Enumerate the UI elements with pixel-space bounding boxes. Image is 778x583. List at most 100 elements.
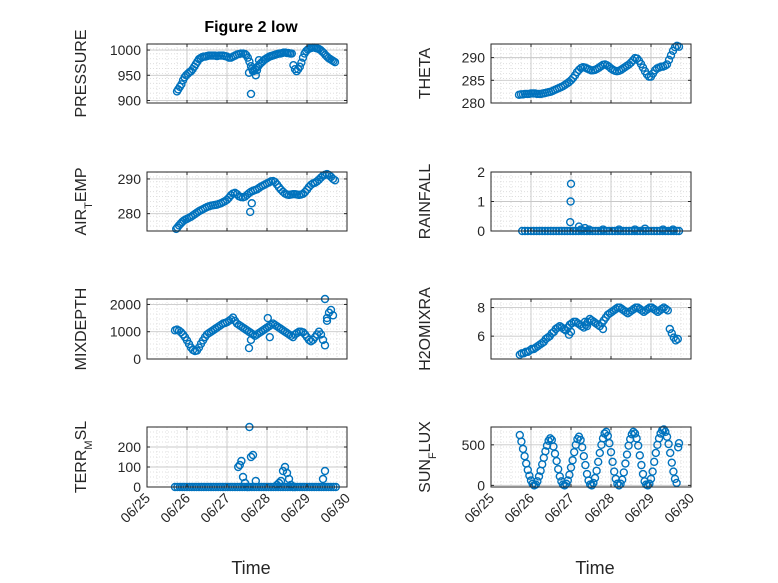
data-point	[643, 304, 652, 314]
data-point	[658, 225, 668, 234]
data-point	[663, 306, 672, 315]
data-point	[673, 334, 682, 344]
data-point	[263, 313, 272, 323]
x-tick-label: 06/27	[197, 490, 233, 526]
data-point	[245, 57, 254, 66]
data-point	[665, 324, 674, 334]
data-point	[555, 472, 564, 481]
data-point	[265, 332, 274, 342]
data-point	[226, 315, 236, 324]
data-point	[621, 307, 630, 317]
data-point	[582, 321, 592, 331]
figure-title: Figure 2 low	[204, 19, 298, 36]
data-point	[286, 480, 296, 490]
data-point	[248, 450, 258, 460]
data-point	[566, 197, 575, 206]
y-tick-label: 100	[118, 459, 142, 475]
data-point	[322, 313, 332, 323]
data-point	[246, 452, 256, 462]
data-point	[566, 327, 576, 337]
y-tick-label: 1	[477, 194, 485, 210]
subplot-air-temp: 280 290 AIRTEMP	[73, 167, 348, 236]
data-point	[320, 341, 330, 350]
data-series	[170, 294, 338, 356]
data-point	[598, 225, 608, 234]
subplot-rainfall: 0 1 2 RAINFALL	[417, 164, 692, 239]
data-point	[648, 467, 657, 476]
data-point	[614, 225, 624, 234]
data-point	[640, 224, 650, 233]
x-tick-label: 06/28	[581, 490, 617, 526]
data-point	[660, 61, 670, 70]
data-point	[320, 466, 330, 476]
data-point	[578, 443, 587, 452]
data-point	[278, 466, 288, 476]
x-tick-label: 06/26	[157, 490, 193, 526]
data-point	[245, 207, 255, 217]
x-tick-label: 06/25	[461, 490, 497, 526]
x-tick-label: 06/29	[277, 490, 313, 526]
y-tick-label: 2	[477, 164, 485, 180]
x-tick-label: 06/30	[661, 490, 697, 526]
data-point	[292, 328, 302, 338]
data-point	[322, 316, 332, 326]
data-point	[563, 476, 572, 485]
y-tick-label: 280	[462, 95, 486, 111]
subplot-theta: 280 285 290 THETA	[417, 41, 692, 111]
x-tick-label: 06/29	[621, 490, 657, 526]
subplot-pressure: 900 950 1000 PRESSURE	[73, 29, 348, 118]
data-point	[629, 427, 638, 437]
y-axis-label: TERRMSL	[73, 421, 95, 493]
data-point	[602, 427, 611, 437]
data-point	[598, 324, 608, 334]
data-point	[657, 304, 666, 314]
y-axis-label: SUNFLUX	[417, 421, 439, 493]
data-point	[541, 447, 550, 456]
y-tick-label: 280	[118, 206, 142, 222]
y-tick-label: 0	[133, 479, 141, 495]
data-point	[635, 451, 644, 460]
axes-box	[146, 171, 348, 232]
data-point	[580, 317, 590, 327]
data-point	[534, 472, 544, 481]
data-point	[318, 335, 328, 345]
data-point	[664, 55, 674, 65]
data-point	[567, 319, 576, 328]
data-point	[297, 58, 306, 67]
data-point	[589, 478, 598, 488]
data-point	[300, 187, 310, 197]
data-point	[298, 328, 308, 337]
x-tick-label: 06/30	[317, 490, 353, 526]
data-point	[552, 456, 561, 466]
y-tick-label: 6	[477, 328, 485, 344]
data-point	[237, 456, 246, 466]
data-point	[621, 459, 630, 468]
data-point	[637, 306, 646, 315]
data-point	[568, 456, 577, 465]
data-point	[270, 177, 280, 187]
data-point	[605, 439, 614, 448]
axes-box	[490, 43, 692, 104]
data-point	[330, 176, 340, 185]
data-point	[619, 468, 628, 477]
data-point	[244, 343, 254, 353]
data-point	[306, 180, 316, 190]
data-point	[287, 49, 296, 58]
data-point	[177, 80, 186, 89]
x-tick-label: 06/27	[541, 490, 577, 526]
data-point	[243, 53, 253, 62]
data-point	[330, 57, 340, 67]
data-point	[667, 458, 676, 467]
y-tick-label: 950	[118, 67, 142, 83]
data-point	[576, 225, 586, 234]
y-tick-label: 1000	[110, 42, 141, 58]
data-point	[318, 474, 328, 484]
data-series	[514, 41, 684, 100]
y-axis-label: MIXDEPTH	[73, 288, 90, 371]
y-axis-label: THETA	[417, 48, 434, 100]
data-point	[235, 460, 245, 470]
data-point	[672, 478, 681, 488]
y-tick-label: 500	[462, 437, 486, 453]
data-point	[592, 466, 601, 475]
